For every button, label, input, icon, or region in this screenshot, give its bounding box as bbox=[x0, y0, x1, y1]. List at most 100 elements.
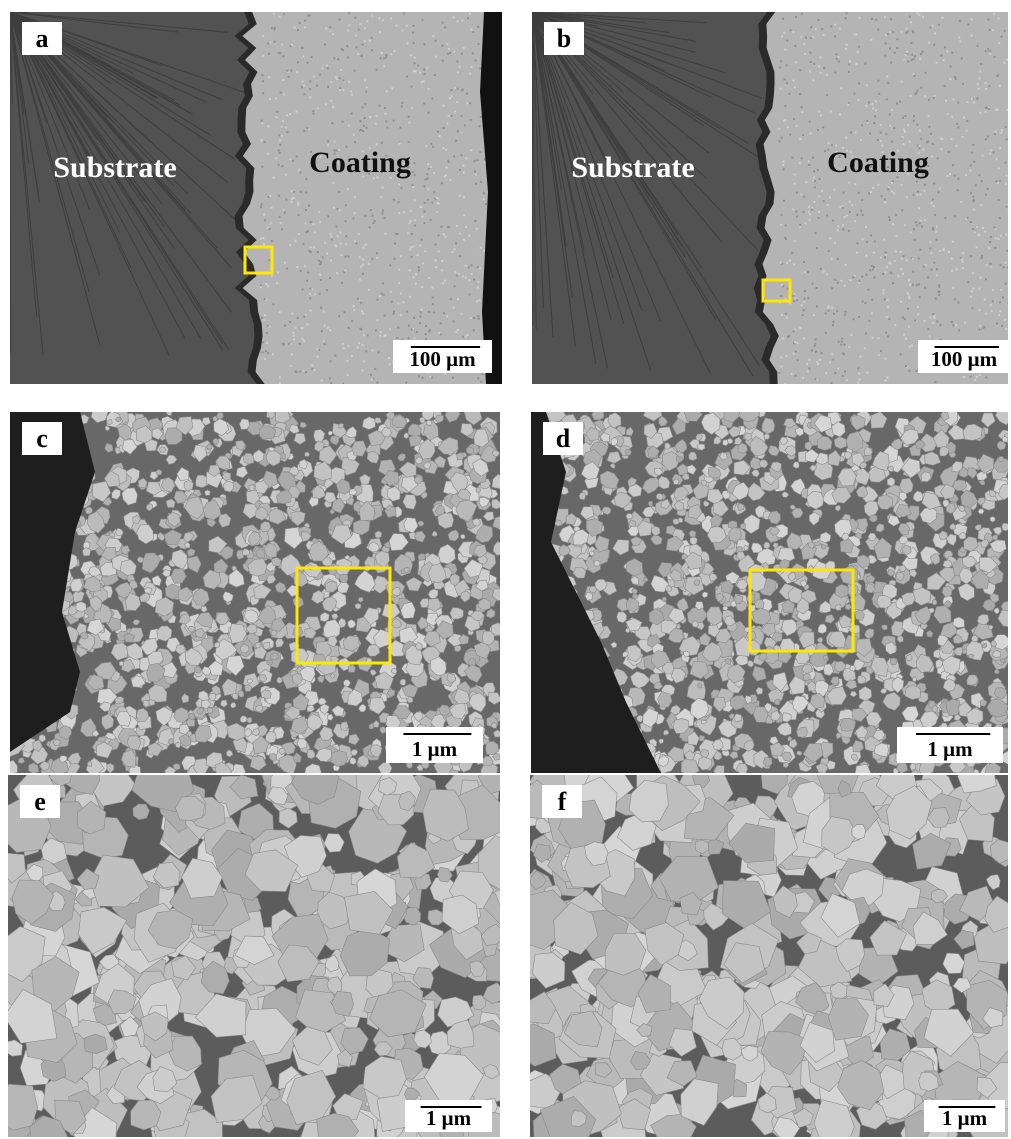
speckle bbox=[465, 276, 467, 278]
particle bbox=[990, 517, 995, 523]
speckle bbox=[795, 211, 797, 213]
speckle bbox=[934, 32, 936, 34]
speckle bbox=[456, 20, 458, 22]
speckle bbox=[463, 214, 465, 216]
scale-label: 1 μm bbox=[412, 737, 458, 761]
speckle bbox=[314, 293, 316, 295]
speckle bbox=[264, 298, 266, 300]
speckle bbox=[264, 358, 266, 360]
speckle bbox=[780, 295, 782, 297]
speckle bbox=[278, 195, 280, 197]
speckle bbox=[320, 279, 322, 281]
speckle bbox=[940, 54, 942, 56]
speckle bbox=[428, 277, 430, 279]
speckle bbox=[912, 194, 914, 196]
speckle bbox=[932, 227, 934, 229]
speckle bbox=[932, 143, 934, 145]
speckle bbox=[424, 185, 426, 187]
speckle bbox=[988, 108, 990, 110]
speckle bbox=[819, 56, 821, 58]
speckle bbox=[327, 67, 329, 69]
speckle bbox=[1000, 264, 1002, 266]
speckle bbox=[446, 315, 448, 317]
speckle bbox=[435, 40, 437, 42]
speckle bbox=[317, 356, 319, 358]
speckle bbox=[884, 256, 886, 258]
speckle bbox=[859, 280, 861, 282]
speckle bbox=[887, 82, 889, 84]
speckle bbox=[799, 138, 801, 140]
speckle bbox=[419, 206, 421, 208]
speckle bbox=[927, 328, 929, 330]
speckle bbox=[924, 95, 926, 97]
speckle bbox=[342, 343, 344, 345]
speckle bbox=[400, 255, 402, 257]
speckle bbox=[982, 155, 984, 157]
speckle bbox=[278, 164, 280, 166]
speckle bbox=[834, 279, 836, 281]
speckle bbox=[972, 196, 974, 198]
speckle bbox=[787, 336, 789, 338]
speckle bbox=[951, 138, 953, 140]
speckle bbox=[989, 241, 991, 243]
speckle bbox=[799, 93, 801, 95]
speckle bbox=[326, 289, 328, 291]
speckle bbox=[396, 337, 398, 339]
speckle bbox=[280, 92, 282, 94]
speckle bbox=[454, 248, 456, 250]
speckle bbox=[971, 35, 973, 37]
speckle bbox=[414, 224, 416, 226]
speckle bbox=[951, 270, 953, 272]
speckle bbox=[418, 266, 420, 268]
speckle bbox=[324, 343, 326, 345]
speckle bbox=[930, 252, 932, 254]
speckle bbox=[297, 61, 299, 63]
speckle bbox=[411, 328, 413, 330]
speckle bbox=[877, 139, 879, 141]
particle bbox=[868, 533, 876, 540]
speckle bbox=[330, 235, 332, 237]
speckle bbox=[794, 45, 796, 47]
speckle bbox=[291, 190, 293, 192]
scratch bbox=[10, 12, 11, 352]
speckle bbox=[309, 297, 311, 299]
speckle bbox=[974, 379, 976, 381]
speckle bbox=[427, 163, 429, 165]
speckle bbox=[364, 40, 366, 42]
speckle bbox=[889, 125, 891, 127]
speckle bbox=[374, 220, 376, 222]
speckle bbox=[998, 42, 1000, 44]
speckle bbox=[1005, 233, 1007, 235]
speckle bbox=[892, 223, 894, 225]
speckle bbox=[960, 201, 962, 203]
speckle bbox=[376, 257, 378, 259]
speckle bbox=[819, 178, 821, 180]
speckle bbox=[368, 289, 370, 291]
speckle bbox=[990, 266, 992, 268]
speckle bbox=[319, 293, 321, 295]
speckle bbox=[838, 60, 840, 62]
particle bbox=[267, 660, 273, 665]
speckle bbox=[832, 353, 834, 355]
speckle bbox=[460, 154, 462, 156]
speckle bbox=[283, 209, 285, 211]
speckle bbox=[415, 283, 417, 285]
speckle bbox=[936, 274, 938, 276]
speckle bbox=[785, 313, 787, 315]
speckle bbox=[297, 202, 299, 204]
speckle bbox=[861, 124, 863, 126]
speckle bbox=[281, 126, 283, 128]
speckle bbox=[306, 280, 308, 282]
speckle bbox=[995, 158, 997, 160]
speckle bbox=[262, 237, 264, 239]
speckle bbox=[781, 284, 783, 286]
speckle bbox=[783, 120, 785, 122]
panel-label: b bbox=[557, 24, 571, 53]
speckle bbox=[911, 54, 913, 56]
speckle bbox=[380, 331, 382, 333]
speckle bbox=[288, 343, 290, 345]
speckle bbox=[347, 188, 349, 190]
speckle bbox=[846, 44, 848, 46]
speckle bbox=[965, 174, 967, 176]
speckle bbox=[360, 328, 362, 330]
